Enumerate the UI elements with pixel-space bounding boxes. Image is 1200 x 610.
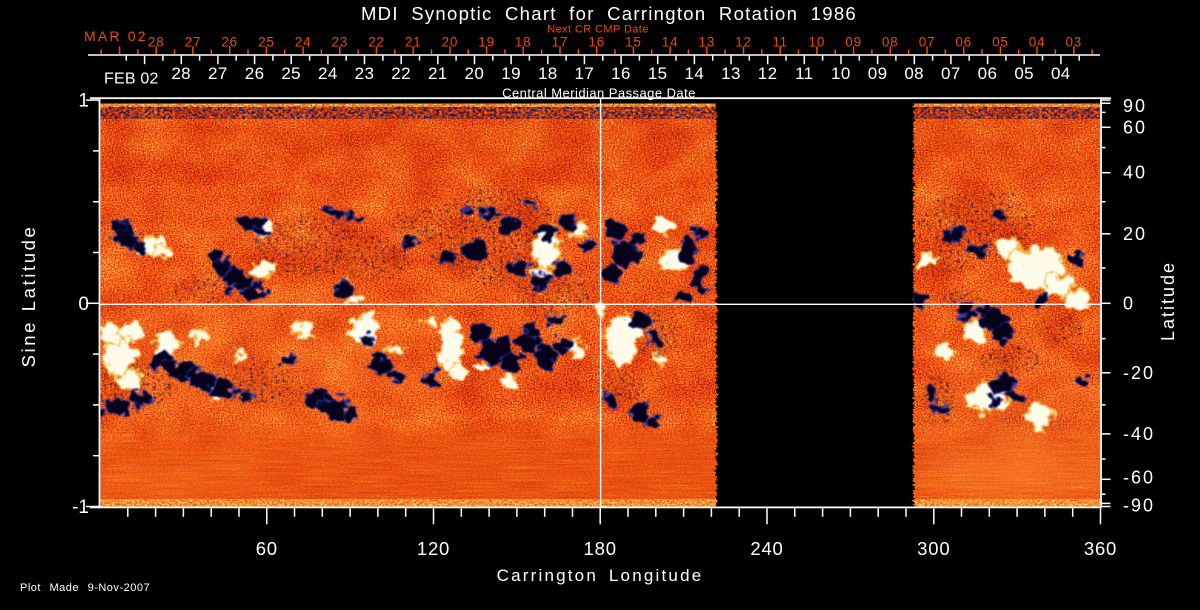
svg-text:28: 28 [171,64,191,83]
svg-text:MAR 02: MAR 02 [84,28,148,44]
svg-text:26: 26 [245,64,265,83]
svg-text:11: 11 [795,64,813,83]
svg-text:25: 25 [258,35,275,50]
svg-text:-20: -20 [1123,363,1155,383]
svg-text:16: 16 [588,35,605,50]
svg-text:13: 13 [698,35,715,50]
svg-text:26: 26 [221,35,238,50]
svg-text:360: 360 [1084,538,1117,559]
svg-text:07: 07 [919,35,936,50]
svg-text:120: 120 [417,538,450,559]
svg-text:24: 24 [295,35,312,50]
svg-text:Next CR CMP Date: Next CR CMP Date [547,24,649,36]
svg-text:FEB 02: FEB 02 [104,71,159,88]
svg-text:20: 20 [442,35,459,50]
svg-text:20: 20 [1123,224,1147,244]
svg-text:-90: -90 [1123,496,1155,516]
svg-text:-40: -40 [1123,424,1155,444]
svg-text:09: 09 [845,35,862,50]
svg-text:07: 07 [941,64,961,83]
svg-text:10: 10 [809,35,826,50]
svg-text:23: 23 [331,35,348,50]
svg-text:60: 60 [1123,117,1147,137]
svg-text:20: 20 [465,64,485,83]
svg-text:240: 240 [750,538,783,559]
svg-text:18: 18 [515,35,532,50]
svg-text:300: 300 [917,538,950,559]
svg-text:22: 22 [391,64,411,83]
svg-text:12: 12 [735,35,752,50]
svg-text:18: 18 [538,64,558,83]
svg-text:-1: -1 [72,497,89,518]
svg-text:12: 12 [758,64,778,83]
svg-text:04: 04 [1029,35,1046,50]
svg-text:05: 05 [992,35,1009,50]
svg-text:Latitude: Latitude [1158,261,1178,341]
svg-text:19: 19 [501,64,521,83]
svg-text:60: 60 [256,538,278,559]
svg-text:17: 17 [575,64,595,83]
svg-text:-60: -60 [1123,467,1155,487]
svg-text:Sine Latitude: Sine Latitude [18,225,39,368]
svg-text:MDI Synoptic Chart for Carring: MDI Synoptic Chart for Carrington Rotati… [361,3,857,24]
svg-text:21: 21 [428,64,448,83]
svg-text:11: 11 [772,35,788,50]
svg-text:19: 19 [478,35,495,50]
svg-text:06: 06 [955,35,972,50]
svg-text:25: 25 [281,64,301,83]
svg-text:1: 1 [78,91,89,112]
svg-text:27: 27 [185,35,202,50]
svg-text:08: 08 [904,64,924,83]
svg-text:15: 15 [648,64,668,83]
svg-text:Central Meridian Passage Date: Central Meridian Passage Date [502,86,696,101]
svg-text:10: 10 [831,64,851,83]
svg-text:09: 09 [868,64,888,83]
svg-text:03: 03 [1065,35,1082,50]
svg-text:13: 13 [721,64,741,83]
svg-text:04: 04 [1051,64,1071,83]
svg-text:Plot Made 9-Nov-2007: Plot Made 9-Nov-2007 [20,582,150,594]
svg-text:08: 08 [882,35,899,50]
svg-text:17: 17 [552,35,569,50]
svg-text:16: 16 [611,64,631,83]
svg-text:14: 14 [685,64,705,83]
svg-text:23: 23 [355,64,375,83]
svg-text:05: 05 [1014,64,1034,83]
svg-text:Carrington Longitude: Carrington Longitude [497,566,704,585]
svg-text:24: 24 [318,64,338,83]
svg-text:06: 06 [978,64,998,83]
svg-text:22: 22 [368,35,385,50]
svg-text:21: 21 [405,35,422,50]
svg-text:0: 0 [78,294,89,315]
svg-text:180: 180 [584,538,617,559]
svg-text:15: 15 [625,35,642,50]
svg-text:14: 14 [662,35,679,50]
svg-text:0: 0 [1123,293,1135,313]
svg-text:90: 90 [1123,96,1147,116]
svg-text:28: 28 [148,35,165,50]
svg-text:27: 27 [208,64,228,83]
svg-text:40: 40 [1123,163,1147,183]
